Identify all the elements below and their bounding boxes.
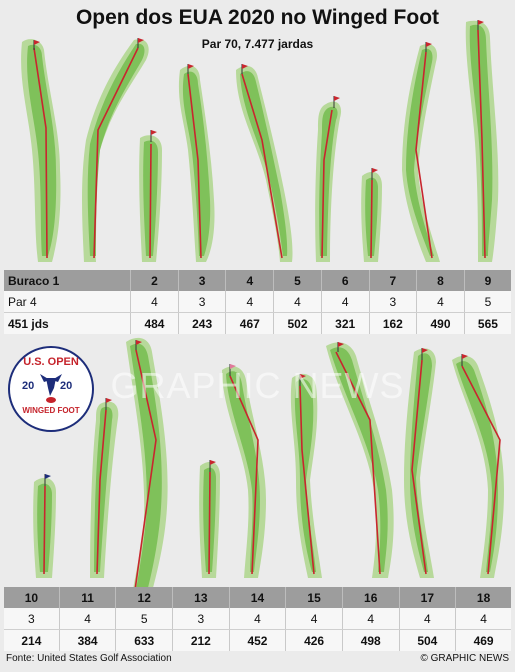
page-subtitle: Par 70, 7.477 jardas	[201, 37, 314, 51]
par-cell: 4	[455, 608, 511, 630]
par-cell: 4	[285, 608, 343, 630]
yards-cell: 467	[225, 312, 275, 334]
hole-10-map	[33, 474, 56, 578]
hole-cell: 18	[455, 587, 511, 608]
yards-cell: 502	[273, 312, 322, 334]
par-cell: 4	[416, 291, 465, 313]
par-cell: 3	[178, 291, 227, 313]
yards-cell: 633	[115, 629, 174, 651]
hole-cell: 2	[130, 270, 179, 291]
yards-cell: 384	[59, 629, 117, 651]
hole-cell: 10	[4, 587, 60, 608]
hole-7-map	[361, 168, 382, 262]
hole-11-map	[90, 398, 119, 578]
hole-cell: 7	[369, 270, 418, 291]
yards-cell: 452	[229, 629, 287, 651]
par-cell: Par 4	[4, 291, 132, 313]
hole-15-map	[290, 373, 322, 578]
winged-foot-icon	[40, 374, 62, 403]
hole-cell: 5	[273, 270, 322, 291]
hole-cell: 14	[229, 587, 287, 608]
watermark: GRAPHIC NEWS	[110, 365, 405, 406]
hole-14-map	[222, 364, 266, 578]
par-cell: 4	[225, 291, 275, 313]
yards-cell: 490	[416, 312, 465, 334]
par-cell: 5	[115, 608, 174, 630]
hole-2-map	[82, 38, 149, 262]
yards-cell: 498	[342, 629, 400, 651]
yards-row: 214 384 633 212 452 426 498 504 469	[4, 629, 511, 651]
yards-cell: 212	[172, 629, 230, 651]
hole-cell: 9	[464, 270, 511, 291]
hole-number-row: 10 11 12 13 14 15 16 17 18	[4, 587, 511, 608]
par-cell: 4	[321, 291, 370, 313]
page-title: Open dos EUA 2020 no Winged Foot	[75, 6, 440, 29]
par-cell: 4	[342, 608, 400, 630]
yards-cell: 469	[455, 629, 511, 651]
par-cell: 4	[59, 608, 117, 630]
hole-cell: 8	[416, 270, 465, 291]
par-cell: 4	[273, 291, 322, 313]
hole-4-map	[178, 64, 215, 262]
par-row: 3 4 5 3 4 4 4 4 4	[4, 608, 511, 630]
par-cell: 4	[229, 608, 287, 630]
yards-cell: 484	[130, 312, 179, 334]
us-open-logo: U.S. OPEN 20 20 WINGED FOOT	[8, 346, 94, 432]
yards-cell: 243	[178, 312, 227, 334]
hole-cell: 13	[172, 587, 230, 608]
logo-bottom-text: WINGED FOOT	[22, 406, 80, 415]
par-cell: 3	[4, 608, 60, 630]
hole-cell: 17	[399, 587, 457, 608]
yards-cell: 321	[321, 312, 370, 334]
logo-year-right: 20	[60, 380, 73, 392]
hole-cell: 16	[342, 587, 400, 608]
hole-cell: 12	[115, 587, 174, 608]
yards-cell: 504	[399, 629, 457, 651]
hole-16-map	[326, 342, 394, 578]
par-cell: 4	[399, 608, 457, 630]
hole-5-map	[236, 64, 293, 263]
logo-top-text: U.S. OPEN	[23, 356, 79, 368]
yards-row: 451 jds 484 243 467 502 321 162 490 565	[4, 312, 511, 334]
yards-cell: 451 jds	[4, 312, 132, 334]
par-cell: 4	[130, 291, 179, 313]
par-cell: 3	[369, 291, 418, 313]
back-nine-table: 10 11 12 13 14 15 16 17 18 3 4 5 3 4 4 4…	[4, 587, 511, 651]
hole-cell: 4	[225, 270, 275, 291]
front-nine-table: Buraco 1 2 3 4 5 6 7 8 9 Par 4 4 3 4 4 4…	[4, 270, 511, 334]
hole-cell: 6	[321, 270, 370, 291]
yards-cell: 426	[285, 629, 343, 651]
hole-18-map	[452, 354, 504, 578]
hole-cell: 3	[178, 270, 227, 291]
par-cell: 5	[464, 291, 511, 313]
hole-8-map	[402, 42, 440, 262]
hole-12-map	[124, 337, 168, 641]
hole-cell: 11	[59, 587, 117, 608]
par-cell: 3	[172, 608, 230, 630]
par-row: Par 4 4 3 4 4 4 3 4 5	[4, 291, 511, 313]
hole-3-map	[139, 130, 162, 262]
logo-year-left: 20	[22, 380, 35, 392]
yards-cell: 214	[4, 629, 60, 651]
credit-note: © GRAPHIC NEWS	[420, 653, 510, 664]
hole-number-row: Buraco 1 2 3 4 5 6 7 8 9	[4, 270, 511, 291]
hole-17-map	[404, 348, 436, 578]
hole-cell: Buraco 1	[4, 270, 132, 291]
yards-cell: 162	[369, 312, 418, 334]
yards-cell: 565	[464, 312, 511, 334]
hole-1-map	[21, 39, 61, 262]
hole-13-map	[199, 460, 220, 578]
hole-cell: 15	[285, 587, 343, 608]
source-note: Fonte: United States Golf Association	[6, 653, 172, 664]
hole-6-map	[315, 96, 342, 263]
hole-9-map	[465, 20, 499, 262]
